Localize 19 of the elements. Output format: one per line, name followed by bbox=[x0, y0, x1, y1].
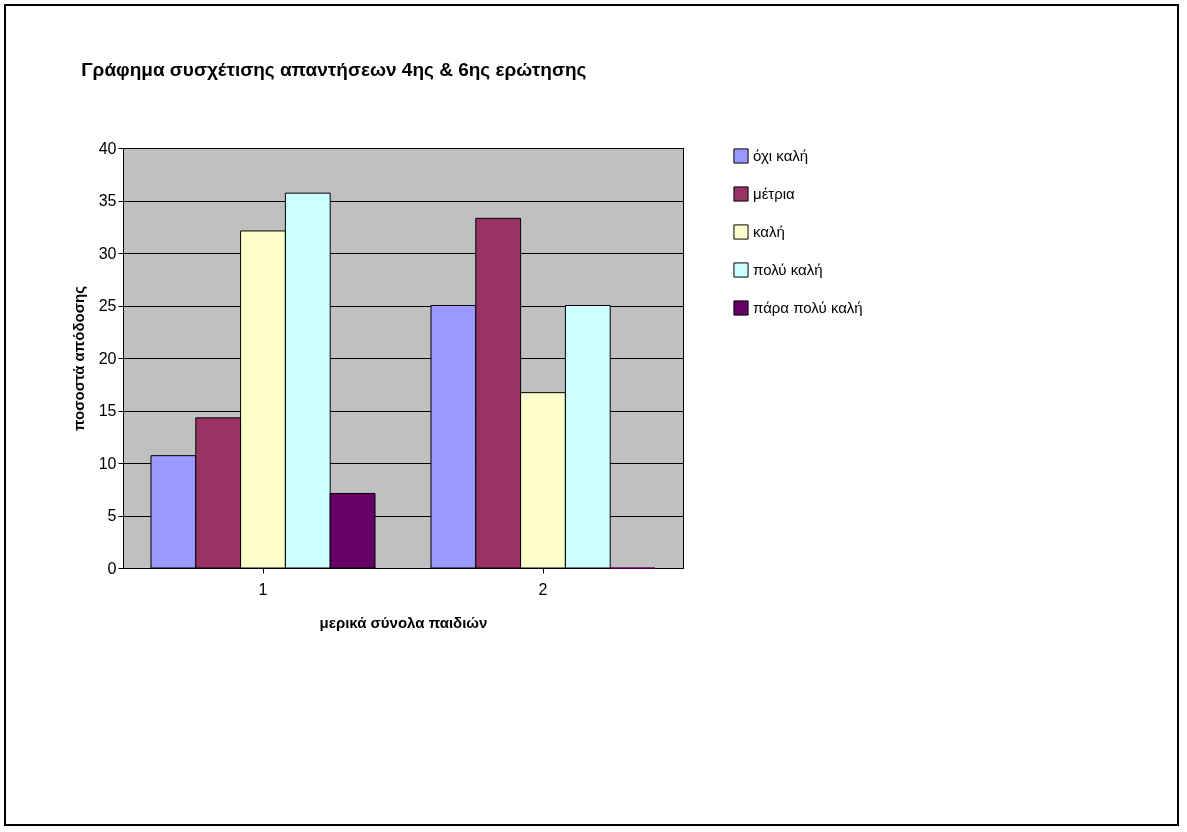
x-tick-label: 1 bbox=[258, 580, 268, 598]
legend-label: όχι καλή bbox=[753, 147, 809, 164]
legend-label: πάρα πολύ καλή bbox=[753, 299, 863, 316]
x-tick-label: 2 bbox=[538, 580, 548, 598]
y-axis-title: ποσοστά απόδοσης bbox=[69, 285, 87, 431]
y-tick-label: 5 bbox=[107, 507, 117, 524]
y-tick-label: 25 bbox=[98, 297, 117, 314]
y-tick-label: 10 bbox=[98, 454, 117, 472]
legend-label: καλή bbox=[753, 223, 785, 240]
y-tick-label: 20 bbox=[98, 349, 117, 367]
y-tick-label: 0 bbox=[107, 559, 117, 577]
legend-label: μέτρια bbox=[753, 185, 796, 202]
y-tick-label: 40 bbox=[98, 139, 117, 157]
legend-label: πολύ καλή bbox=[753, 261, 823, 278]
y-tick-label: 15 bbox=[98, 402, 117, 419]
chart-title: Γράφημα συσχέτισης απαντήσεων 4ης & 6ης ερώτησης bbox=[81, 59, 587, 80]
y-tick-label: 30 bbox=[98, 244, 117, 262]
y-tick-label: 35 bbox=[98, 192, 117, 209]
x-axis-title: μερικά σύνολα παιδιών bbox=[319, 613, 488, 631]
